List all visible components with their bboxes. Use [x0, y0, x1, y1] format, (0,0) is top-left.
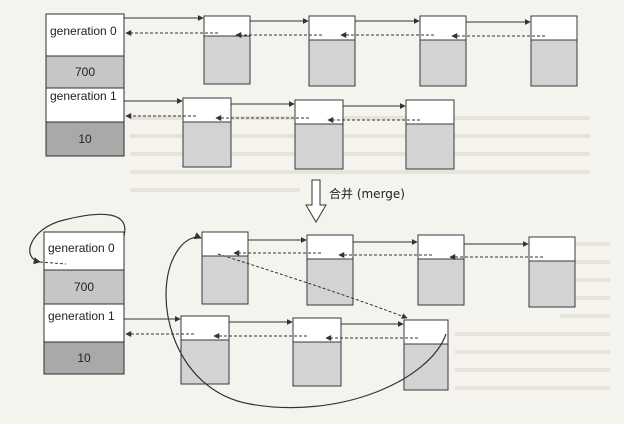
bottom-gen1-count-cell	[43, 341, 125, 375]
bottom-gen0-count-cell	[43, 269, 125, 305]
merge-label: 合并 (merge)	[329, 186, 405, 201]
bottom-gen1-node-2	[292, 317, 342, 387]
merge-relink-curves	[29, 213, 447, 409]
bottom-gen0-label: generation 0	[48, 241, 115, 255]
bottom-gen0-node-3	[417, 234, 465, 306]
bottom-gen0-node-2	[306, 234, 354, 306]
top-gen1-node-3	[405, 99, 455, 170]
bottom-gen1-node-3	[403, 319, 449, 391]
top-gen1-node-2	[294, 99, 344, 170]
top-gen0-header-cell	[45, 13, 125, 57]
top-gen1-count: 10	[78, 132, 92, 146]
merge-arrow	[305, 179, 327, 223]
top-gen0-node-2	[308, 15, 356, 87]
top-gen0-label: generation 0	[50, 24, 117, 38]
top-gen0-count-cell	[45, 55, 125, 89]
top-gen1-node-1	[182, 97, 232, 168]
top-gen1-label: generation 1	[50, 89, 117, 103]
top-gen0-links	[124, 15, 545, 39]
bottom-gen0-links	[233, 237, 543, 260]
bottom-gen1-links	[124, 316, 418, 341]
top-gen1-links	[124, 98, 420, 123]
top-gen0-node-4	[530, 15, 578, 87]
top-gen1-header-cell	[45, 87, 125, 123]
bottom-gen1-count: 10	[77, 351, 91, 365]
bottom-gen0-node-1	[201, 231, 249, 305]
bottom-generation-table: generation 0 700 generation 1 10	[43, 231, 125, 375]
top-gen0-count: 700	[75, 65, 95, 79]
bottom-gen0-node-4	[528, 236, 576, 308]
bottom-gen1-label: generation 1	[48, 309, 115, 323]
bottom-gen0-count: 700	[74, 280, 94, 294]
top-gen0-node-1	[203, 15, 251, 85]
top-gen0-node-3	[419, 15, 467, 87]
top-generation-table: generation 0 700 generation 1 10	[45, 13, 125, 157]
bottom-gen1-node-1	[180, 315, 230, 385]
top-gen1-count-cell	[45, 121, 125, 157]
bottom-gen1-header-cell	[43, 303, 125, 343]
